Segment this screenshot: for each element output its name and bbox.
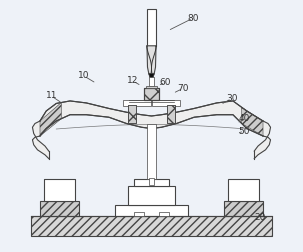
Bar [44,179,75,201]
Bar [128,105,136,123]
Polygon shape [242,107,263,136]
Polygon shape [40,101,263,136]
Bar [145,88,158,100]
Bar [224,201,263,216]
Bar [115,205,188,216]
Text: 20: 20 [255,213,266,222]
Bar [149,77,154,86]
Polygon shape [148,73,155,81]
Text: 30: 30 [226,94,238,103]
Bar [128,105,136,123]
Bar [152,100,180,106]
Text: 40: 40 [238,114,250,123]
Bar [167,105,175,123]
Polygon shape [32,121,49,159]
Text: 12: 12 [127,76,138,85]
Bar [128,186,175,205]
Text: 60: 60 [160,78,171,87]
Polygon shape [40,103,61,136]
Text: 50: 50 [238,127,250,136]
Bar [134,212,144,216]
Polygon shape [147,46,156,81]
Text: 70: 70 [177,84,188,93]
Bar [123,100,152,106]
Text: 11: 11 [45,91,57,101]
Text: 10: 10 [78,71,90,80]
Bar [228,179,259,201]
Bar [148,124,155,179]
Polygon shape [254,121,271,159]
Bar [40,201,79,216]
Bar [149,178,154,185]
Bar [31,216,272,236]
Bar [159,212,169,216]
Bar [167,105,175,123]
Bar [145,88,158,100]
Bar [146,86,157,88]
Bar [134,179,169,186]
Bar [147,10,156,46]
Text: 80: 80 [187,14,198,23]
